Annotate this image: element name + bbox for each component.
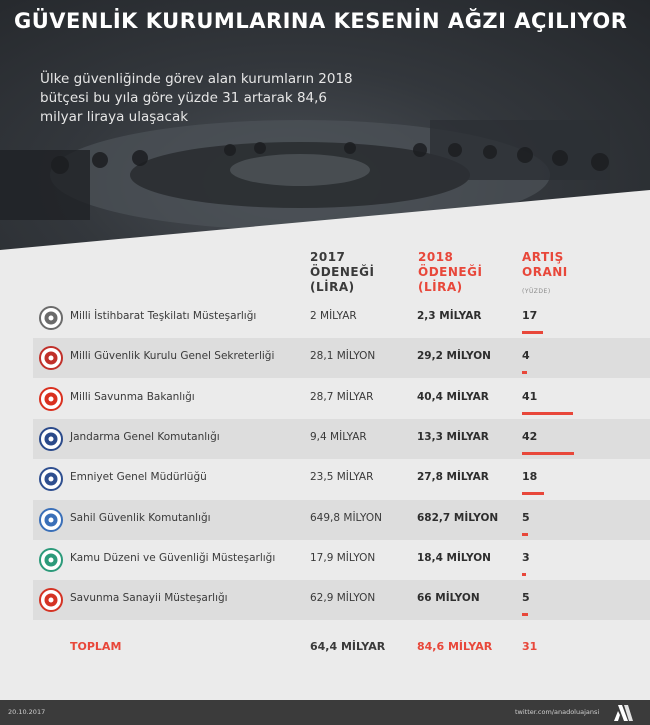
footer-source: twitter.com/anadoluajansi <box>515 708 600 716</box>
value-2017: 23,5 MİLYAR <box>310 471 374 484</box>
rate-bar <box>522 492 545 496</box>
value-2018: 29,2 MİLYON <box>417 350 491 363</box>
footer-date: 20.10.2017 <box>8 708 46 716</box>
value-2017: 2 MİLYAR <box>310 310 357 322</box>
institution-name: Savunma Sanayii Müsteşarlığı <box>70 592 228 605</box>
rate-bar <box>522 532 529 536</box>
table-row: Milli İstihbarat Teşkilatı Müsteşarlığı 2… <box>33 298 650 338</box>
value-2018: 40,4 MİLYAR <box>417 390 489 403</box>
value-2017: 9,4 MİLYAR <box>310 430 367 443</box>
meeting-room-photo <box>0 120 650 260</box>
table-row: Savunma Sanayii Müsteşarlığı 62,9 MİLYON 6… <box>33 580 650 621</box>
emniyet-emblem-icon <box>39 467 63 492</box>
institution-name: Milli İstihbarat Teşkilatı Müsteşarlığı <box>70 310 257 322</box>
page-title: GÜVENLİK KURUMLARINA KESENİN AĞZI AÇILIY… <box>14 9 628 33</box>
value-2018: 682,7 MİLYON <box>417 511 499 524</box>
rate-value: 17 <box>522 309 538 322</box>
rate-value: 3 <box>522 550 530 564</box>
rate-bar <box>522 451 574 455</box>
institution-name: Jandarma Genel Komutanlığı <box>70 430 220 443</box>
rate-value: 18 <box>522 470 538 484</box>
mit-emblem-icon <box>39 306 63 330</box>
value-2017: 62,9 MİLYON <box>310 592 376 605</box>
msb-emblem-icon <box>39 386 63 411</box>
total-label: TOPLAM <box>70 640 122 653</box>
sahil-guvenlik-emblem-icon <box>39 507 63 532</box>
page-subtitle: Ülke güvenliğinde görev alan kurumların … <box>40 71 353 125</box>
institution-name: Kamu Düzeni ve Güvenliği Müsteşarlığı <box>70 551 276 564</box>
total-2018: 84,6 MİLYAR <box>417 640 493 653</box>
jandarma-emblem-icon <box>39 426 63 451</box>
value-2018: 66 MİLYON <box>417 592 480 605</box>
table-row: Emniyet Genel Müdürlüğü 23,5 MİLYAR 27,8 M… <box>33 459 650 499</box>
table-row: Milli Güvenlik Kurulu Genel Sekreterliği… <box>33 338 650 379</box>
rate-value: 4 <box>522 349 530 363</box>
header-rate: ARTIŞ ORANI (YÜZDE) <box>522 250 568 295</box>
footer: 20.10.2017 twitter.com/anadoluajansi <box>0 700 650 725</box>
header-2018: 2018 ÖDENEĞİ (LİRA) <box>418 250 483 294</box>
value-2017: 28,7 MİLYAR <box>310 390 374 403</box>
rate-bar <box>522 411 573 415</box>
rate-value: 42 <box>522 429 538 443</box>
value-2017: 28,1 MİLYON <box>310 350 376 363</box>
value-2017: 17,9 MİLYON <box>310 551 376 564</box>
rate-bar <box>522 331 544 334</box>
mgk-emblem-icon <box>39 346 63 371</box>
kdgm-emblem-icon <box>39 547 63 572</box>
institution-name: Milli Savunma Bakanlığı <box>70 390 195 403</box>
institution-name: Sahil Güvenlik Komutanlığı <box>70 511 211 524</box>
ssm-emblem-icon <box>39 588 63 613</box>
rate-bar <box>522 613 529 617</box>
table-row: Milli Savunma Bakanlığı 28,7 MİLYAR 40,4 M… <box>33 379 650 419</box>
value-2018: 18,4 MİLYON <box>417 551 491 564</box>
institution-name: Milli Güvenlik Kurulu Genel Sekreterliği <box>70 350 275 363</box>
header-2017: 2017 ÖDENEĞİ (LİRA) <box>310 250 375 294</box>
table-row: Kamu Düzeni ve Güvenliği Müsteşarlığı 17,… <box>33 540 650 580</box>
anadolu-agency-logo-icon <box>614 705 633 721</box>
rate-value: 5 <box>522 510 530 524</box>
rate-value: 5 <box>522 591 530 605</box>
table-row: Sahil Güvenlik Komutanlığı 649,8 MİLYON 68… <box>33 499 650 540</box>
rate-bar <box>522 371 527 375</box>
rate-value: 41 <box>522 389 538 403</box>
table-row: Jandarma Genel Komutanlığı 9,4 MİLYAR 13,3… <box>33 418 650 459</box>
value-2018: 27,8 MİLYAR <box>417 471 489 484</box>
value-2018: 13,3 MİLYAR <box>417 430 489 443</box>
value-2017: 649,8 MİLYON <box>310 511 382 524</box>
rate-bar <box>522 572 526 576</box>
value-2018: 2,3 MİLYAR <box>417 310 482 322</box>
institution-name: Emniyet Genel Müdürlüğü <box>70 471 207 484</box>
total-rate: 31 <box>522 640 538 653</box>
header-banner: GÜVENLİK KURUMLARINA KESENİN AĞZI AÇILIY… <box>0 0 650 260</box>
total-2017: 64,4 MİLYAR <box>310 640 386 653</box>
